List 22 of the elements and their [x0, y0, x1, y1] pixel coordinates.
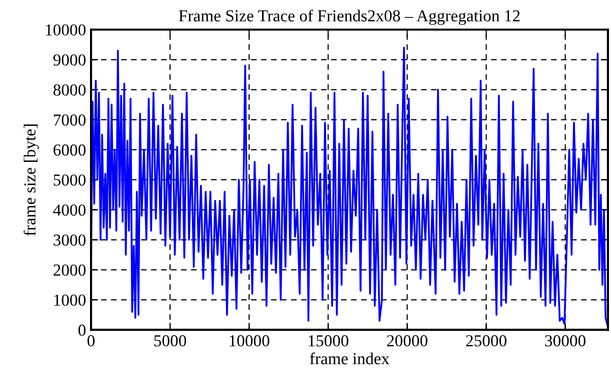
y-tick-label: 7000: [54, 114, 86, 126]
y-tick-label: 0: [78, 324, 86, 336]
x-tick-label: 25000: [466, 335, 506, 346]
x-tick-label: 10000: [230, 335, 270, 346]
x-tick-label: 30000: [545, 335, 586, 346]
y-tick-label: 1000: [54, 294, 86, 306]
chart-title: Frame Size Trace of Friends2x08 – Aggregation 12: [178, 10, 520, 25]
y-axis-title: frame size [byte]: [24, 124, 39, 236]
y-tick-label: 4000: [53, 204, 86, 216]
x-tick-label: 5000: [154, 335, 186, 346]
y-tick-label: 5000: [54, 174, 86, 186]
y-tick-label: 3000: [54, 234, 86, 246]
x-tick-label: 20000: [387, 335, 428, 346]
x-axis-title: frame index: [310, 352, 390, 364]
y-tick-label: 9000: [53, 54, 86, 66]
x-tick-label: 0: [88, 335, 95, 346]
line-series: [91, 46, 608, 328]
y-tick-label: 2000: [54, 264, 86, 276]
y-tick-label: 8000: [53, 84, 86, 96]
x-tick-label: 15000: [308, 335, 348, 346]
y-tick-label: 10000: [46, 24, 86, 36]
y-tick-label: 6000: [54, 144, 86, 156]
